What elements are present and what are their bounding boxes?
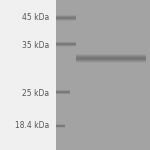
Text: 25 kDa: 25 kDa (22, 88, 50, 98)
Bar (56, 45, 76, 46)
Bar (0, 0, 56, 150)
Bar (56, 91, 70, 92)
Bar (76, 62, 146, 63)
Bar (56, 18, 76, 19)
Bar (76, 54, 146, 55)
Bar (56, 46, 76, 47)
Bar (56, 124, 65, 125)
Bar (56, 92, 70, 93)
Bar (56, 125, 65, 126)
Bar (56, 16, 76, 17)
Bar (76, 62, 146, 63)
Bar (76, 59, 146, 60)
Bar (76, 61, 146, 62)
Bar (76, 58, 146, 59)
Bar (56, 124, 65, 125)
Text: 35 kDa: 35 kDa (22, 40, 50, 50)
Bar (56, 15, 76, 16)
Bar (56, 124, 65, 125)
Bar (76, 56, 146, 57)
Bar (56, 90, 70, 91)
Bar (56, 126, 65, 127)
Bar (56, 17, 76, 18)
Bar (76, 58, 146, 59)
Bar (56, 15, 76, 16)
Bar (56, 19, 76, 20)
Bar (76, 59, 146, 60)
Bar (56, 43, 76, 44)
Bar (76, 57, 146, 58)
Bar (56, 93, 70, 94)
Bar (56, 127, 65, 128)
Bar (56, 91, 70, 92)
Bar (56, 44, 76, 45)
Text: 45 kDa: 45 kDa (22, 14, 50, 22)
Bar (76, 53, 146, 54)
Bar (76, 55, 146, 56)
Bar (76, 54, 146, 55)
Bar (56, 92, 70, 93)
Text: 18.4 kDa: 18.4 kDa (15, 122, 50, 130)
Bar (56, 127, 65, 128)
Bar (56, 20, 76, 21)
Bar (76, 61, 146, 62)
Bar (56, 125, 65, 126)
Bar (56, 126, 65, 127)
Bar (56, 44, 76, 45)
Bar (56, 93, 70, 94)
Bar (56, 45, 76, 46)
Bar (56, 0, 150, 150)
Bar (76, 56, 146, 57)
Bar (56, 125, 65, 126)
Bar (76, 60, 146, 61)
Bar (56, 42, 76, 43)
Bar (76, 57, 146, 58)
Bar (76, 60, 146, 61)
Bar (56, 90, 70, 91)
Bar (56, 17, 76, 18)
Bar (56, 19, 76, 20)
